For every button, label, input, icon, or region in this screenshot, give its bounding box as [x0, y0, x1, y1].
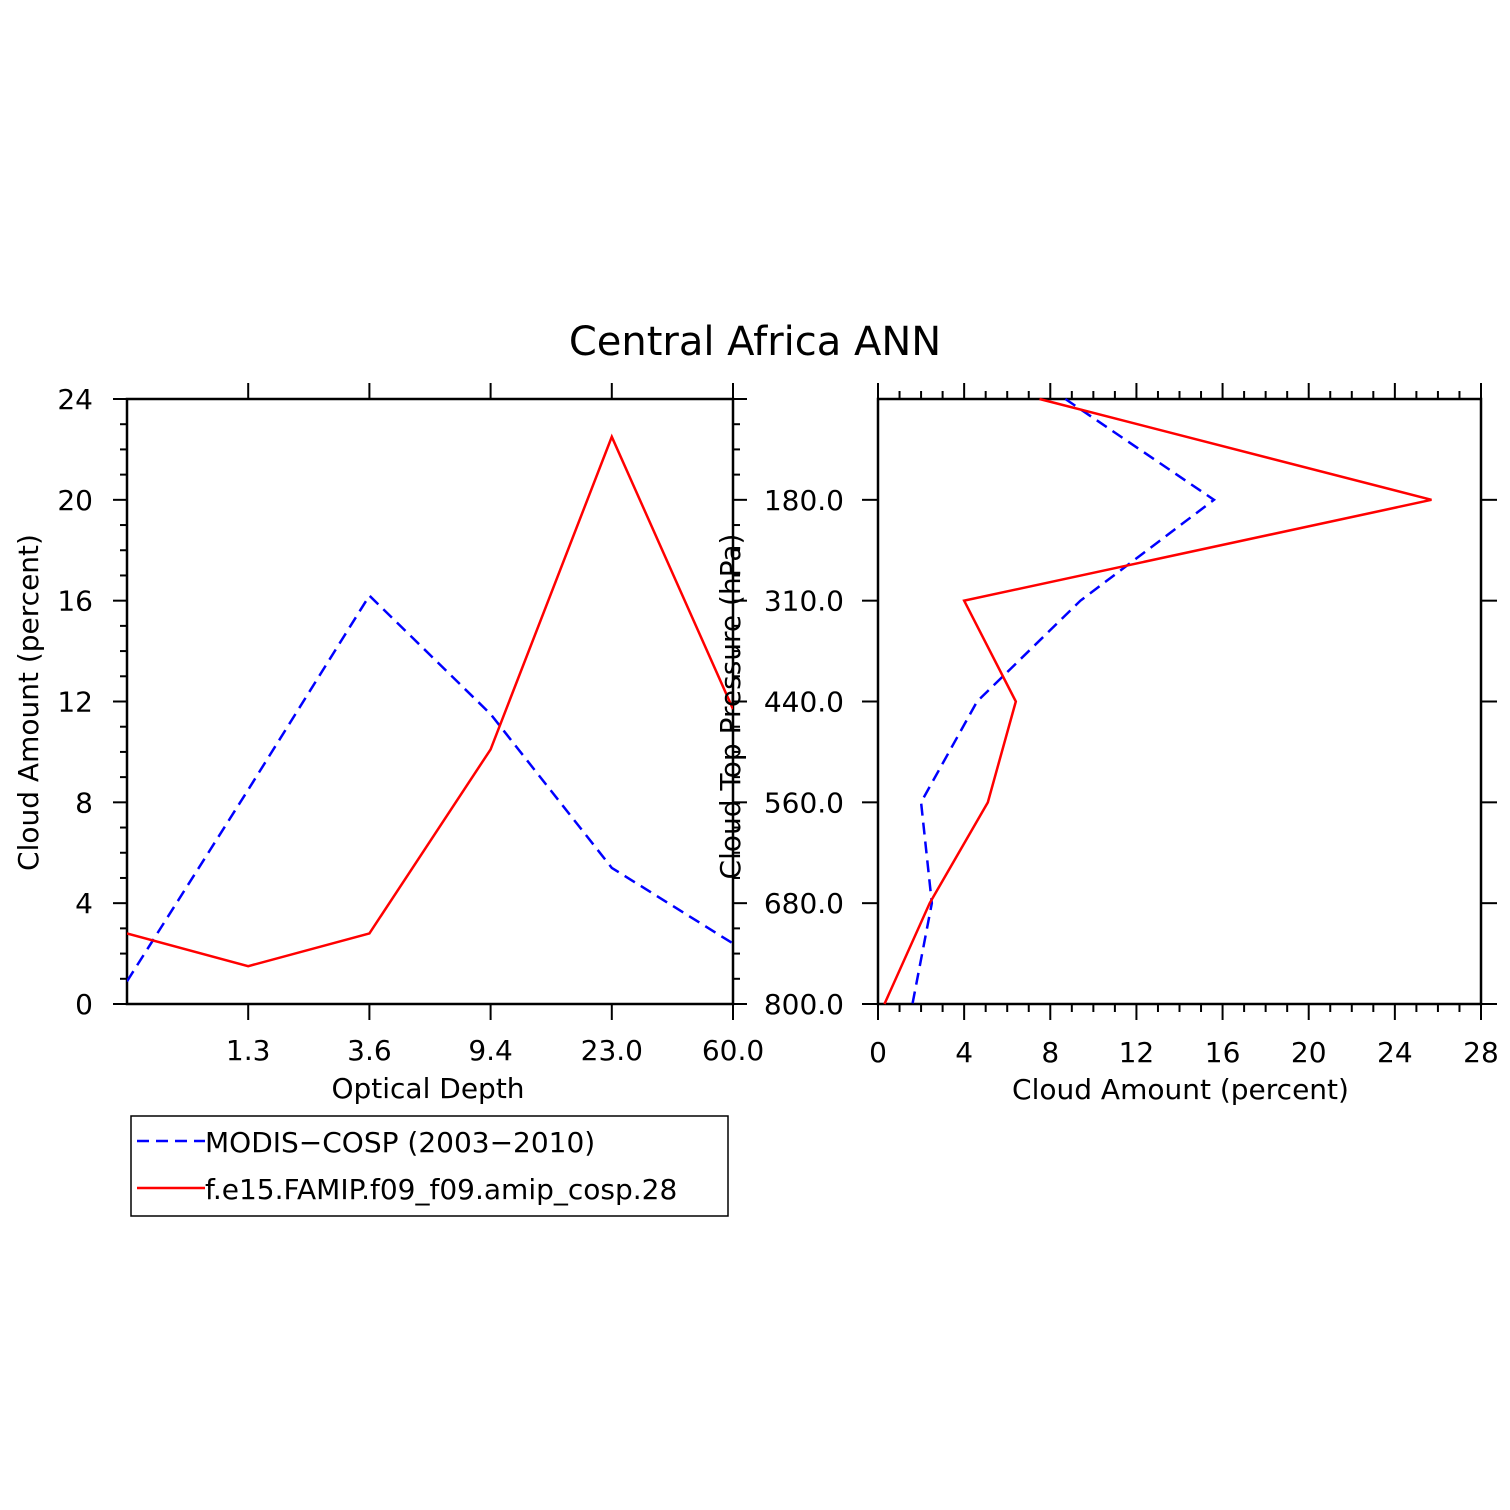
- right-y-axis-label: Cloud Top Pressure (hPa): [714, 534, 747, 880]
- left-series-line-obs: [127, 593, 733, 982]
- legend-box: [130, 1115, 729, 1217]
- right-x-axis-label: Cloud Amount (percent): [1012, 1073, 1349, 1106]
- legend-label-model: f.e15.FAMIP.f09_f09.amip_cosp.28: [205, 1173, 677, 1206]
- right-x-tick-label: 24: [1377, 1036, 1413, 1069]
- legend-label-obs: MODIS−COSP (2003−2010): [205, 1126, 595, 1159]
- left-y-tick-label: 0: [75, 988, 93, 1021]
- left-series-line-model: [127, 433, 733, 968]
- left-x-tick-label: 60.0: [702, 1034, 764, 1067]
- right-y-tick-label: 440.0: [764, 686, 844, 719]
- right-panel-cloud-top-pressure: 0 4 8 12 16 20 24 28 180.0 310.0 440.0 560.0 680.0 80…: [714, 383, 1499, 1106]
- right-x-tick-label: 16: [1205, 1036, 1241, 1069]
- right-y-tick-label: 680.0: [764, 887, 844, 920]
- right-x-tick-label: 20: [1291, 1036, 1327, 1069]
- left-panel-optical-depth: 0 4 8 12 16 20 24 1.3 3.6 9.4 23.0 60.0 Optical Dept…: [12, 383, 764, 1105]
- chart-title: Central Africa ANN: [569, 319, 941, 365]
- left-y-tick-label: 20: [57, 484, 93, 517]
- legend: MODIS−COSP (2003−2010) f.e15.FAMIP.f09_f…: [130, 1115, 729, 1217]
- left-plot-frame: [125, 397, 735, 1006]
- left-y-tick-label: 16: [57, 585, 93, 618]
- left-y-axis-label: Cloud Amount (percent): [12, 534, 45, 871]
- left-y-tick-label: 8: [75, 786, 93, 819]
- right-x-tick-label: 28: [1463, 1036, 1499, 1069]
- right-series-line-model: [883, 397, 1432, 1005]
- right-x-tick-label: 0: [869, 1036, 887, 1069]
- left-y-tick-label: 12: [57, 686, 93, 719]
- right-y-tick-label: 800.0: [764, 988, 844, 1021]
- right-y-tick-label: 180.0: [764, 484, 844, 517]
- right-y-tick-label: 560.0: [764, 786, 844, 819]
- right-x-tick-label: 4: [955, 1036, 973, 1069]
- right-series-line-obs: [911, 397, 1217, 1005]
- left-y-tick-label: 4: [75, 887, 93, 920]
- left-x-axis-label: Optical Depth: [331, 1072, 524, 1105]
- left-y-tick-label: 24: [57, 383, 93, 416]
- left-x-tick-label: 9.4: [468, 1034, 513, 1067]
- right-y-tick-label: 310.0: [764, 585, 844, 618]
- left-x-tick-label: 3.6: [347, 1034, 392, 1067]
- right-x-tick-label: 8: [1041, 1036, 1059, 1069]
- left-x-tick-label: 1.3: [226, 1034, 271, 1067]
- left-x-tick-label: 23.0: [581, 1034, 643, 1067]
- right-x-tick-label: 12: [1119, 1036, 1155, 1069]
